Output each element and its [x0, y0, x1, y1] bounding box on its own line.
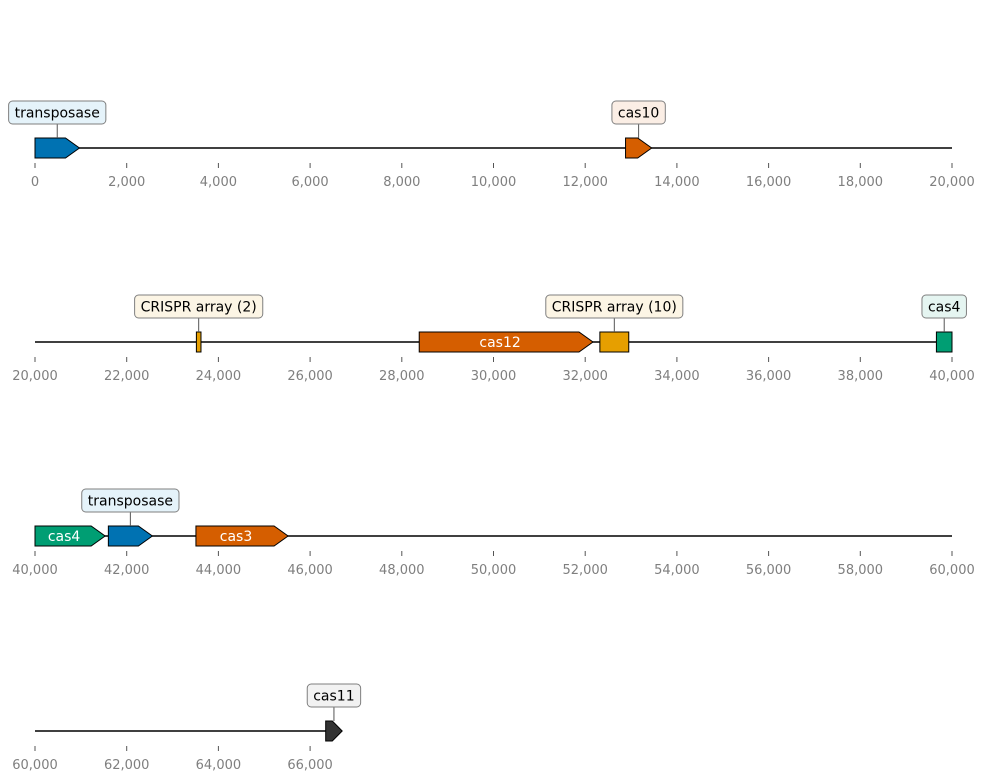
tick-label: 4,000 [200, 175, 237, 190]
tick-label: 14,000 [654, 175, 700, 190]
tick-label: 10,000 [471, 175, 517, 190]
tick-label: 46,000 [287, 563, 333, 578]
tick-label: 28,000 [379, 369, 425, 384]
tick-label: 38,000 [838, 369, 884, 384]
gene-label: transposase [15, 106, 100, 122]
track-1: 0 2,000 4,000 6,000 8,000 10,000 12,000 14,000 1… [8, 100, 975, 190]
tick-label: 44,000 [196, 563, 242, 578]
callout-box [8, 100, 107, 125]
gene-label: transposase [88, 494, 173, 510]
gene-arrow [325, 720, 343, 742]
tick-label: 64,000 [196, 758, 242, 773]
callout-box [81, 488, 180, 513]
tick-label: 20,000 [929, 175, 975, 190]
tick-label: 62,000 [104, 758, 150, 773]
tick-label: 30,000 [471, 369, 517, 384]
tick-label: 6,000 [291, 175, 328, 190]
gene-label: cas4 [48, 529, 81, 545]
gene-arrow [34, 525, 107, 547]
tick-label: 40,000 [929, 369, 975, 384]
tick-label: 58,000 [838, 563, 884, 578]
gene-arrow [625, 137, 653, 159]
gene-label: cas4 [928, 300, 961, 316]
tick-label: 26,000 [287, 369, 333, 384]
gene-block [599, 331, 630, 353]
tick-label: 24,000 [196, 369, 242, 384]
tick-label: 22,000 [104, 369, 150, 384]
tick-label: 2,000 [108, 175, 145, 190]
gene-label: cas12 [479, 335, 520, 351]
tick-label: 56,000 [746, 563, 792, 578]
gene-label: CRISPR array (2) [141, 300, 257, 316]
tick-label: 32,000 [562, 369, 608, 384]
gene-arrow [34, 137, 81, 159]
tick-label: 34,000 [654, 369, 700, 384]
gene-block [935, 331, 953, 353]
gene-label: cas11 [313, 689, 354, 705]
callout-box [134, 294, 264, 319]
tick-label: 40,000 [12, 563, 58, 578]
callout-box [921, 294, 967, 319]
track-4: 60,000 62,000 64,000 66,000 cas11 [12, 683, 362, 773]
gene-block [195, 331, 202, 353]
tick-label: 16,000 [746, 175, 792, 190]
tick-label: 12,000 [562, 175, 608, 190]
track-3: 40,000 42,000 44,000 46,000 48,000 50,000 52,0… [12, 488, 975, 578]
tick-label: 20,000 [12, 369, 58, 384]
gene-arrow [418, 331, 594, 353]
callout-box [545, 294, 684, 319]
tick-label: 42,000 [104, 563, 150, 578]
callout-box [306, 683, 362, 708]
tick-label: 50,000 [471, 563, 517, 578]
tick-label: 18,000 [838, 175, 884, 190]
tick-label: 60,000 [929, 563, 975, 578]
tick-label: 60,000 [12, 758, 58, 773]
gene-label: cas10 [618, 106, 659, 122]
tick-label: 54,000 [654, 563, 700, 578]
gene-label: cas3 [220, 529, 252, 545]
tick-label: 66,000 [287, 758, 333, 773]
gene-label: CRISPR array (10) [552, 300, 677, 316]
tick-label: 8,000 [383, 175, 420, 190]
track-2: 20,000 22,000 24,000 26,000 28,000 30,000 32,0… [12, 294, 975, 384]
gene-arrow [195, 525, 289, 547]
gene-arrow [107, 525, 154, 547]
tick-label: 0 [31, 175, 39, 190]
tick-label: 48,000 [379, 563, 425, 578]
tick-label: 52,000 [562, 563, 608, 578]
tick-label: 36,000 [746, 369, 792, 384]
callout-box [611, 100, 666, 125]
